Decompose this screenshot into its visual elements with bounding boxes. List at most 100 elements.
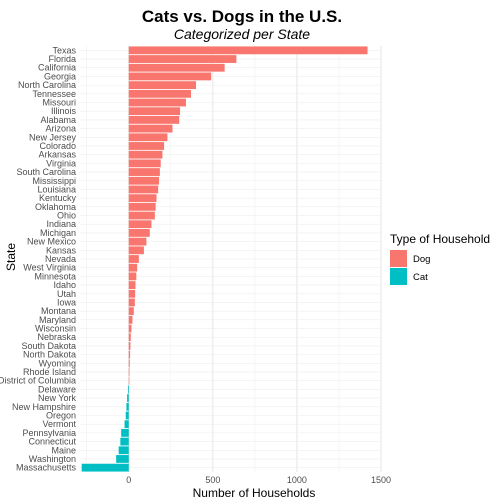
- y-tick-label: Massachusetts: [16, 463, 77, 473]
- y-tick-label: New York: [38, 393, 77, 403]
- bar-indiana: [128, 220, 152, 229]
- y-tick-label: Minnesota: [34, 271, 76, 281]
- bar-massachusetts: [81, 463, 129, 472]
- y-tick-label: Kentucky: [39, 193, 77, 203]
- y-tick-label: Maine: [51, 445, 76, 455]
- bar-montana: [128, 307, 134, 316]
- bar-new-hampshire: [126, 402, 129, 411]
- x-tick-label: 1500: [371, 475, 391, 485]
- y-tick-label: Oregon: [46, 410, 76, 420]
- legend-entries: Dog Cat: [390, 250, 430, 285]
- y-tick-label: North Dakota: [23, 350, 76, 360]
- bar-nebraska: [128, 333, 131, 342]
- y-tick-label: Delaware: [38, 384, 76, 394]
- bar-georgia: [128, 72, 212, 81]
- bar-new-york: [127, 394, 129, 403]
- bar-wyoming: [128, 359, 130, 368]
- bar-washington: [116, 455, 129, 463]
- legend-label-cat: Cat: [413, 272, 428, 283]
- y-tick-label: New Jersey: [29, 132, 77, 142]
- y-tick-label: Georgia: [44, 71, 76, 81]
- bar-texas: [128, 46, 368, 55]
- y-tick-label: Indiana: [46, 219, 76, 229]
- bar-missouri: [128, 98, 186, 107]
- legend-swatch-dog: [390, 250, 407, 267]
- bar-colorado: [128, 142, 165, 150]
- y-tick-label: Louisiana: [37, 184, 76, 194]
- bar-north-carolina: [128, 81, 197, 90]
- x-tick-label: 500: [205, 475, 220, 485]
- y-tick-label: Montana: [41, 306, 76, 316]
- bar-nevada: [128, 255, 139, 263]
- y-tick-label: Oklahoma: [35, 202, 76, 212]
- bar-ohio: [128, 211, 155, 220]
- bar-utah: [128, 289, 136, 298]
- y-tick-label: New Mexico: [27, 237, 76, 247]
- y-tick-label: Missouri: [42, 98, 76, 108]
- bar-wisconsin: [128, 324, 132, 333]
- y-tick-label: Texas: [52, 45, 76, 55]
- y-tick-label: South Carolina: [16, 167, 76, 177]
- bar-pennsylvania: [121, 428, 129, 437]
- bar-kansas: [128, 246, 144, 255]
- bar-rhode-island: [128, 368, 130, 376]
- y-tick-label: Florida: [48, 54, 76, 64]
- y-tick-label: Tennessee: [32, 89, 76, 99]
- y-tick-label: South Dakota: [21, 341, 76, 351]
- y-tick-label: Vermont: [42, 419, 76, 429]
- y-tick-label: Rhode Island: [23, 367, 76, 377]
- y-tick-label: Idaho: [53, 280, 76, 290]
- y-tick-label: Michigan: [40, 228, 76, 238]
- y-tick-label: Maryland: [39, 315, 76, 325]
- y-tick-label: Illinois: [51, 106, 77, 116]
- bar-iowa: [128, 298, 135, 307]
- bar-kentucky: [128, 194, 157, 203]
- bar-oregon: [125, 411, 129, 420]
- bar-minnesota: [128, 272, 137, 281]
- bar-oklahoma: [128, 202, 156, 211]
- x-tick-labels: 0 500 1000 1500: [126, 475, 391, 485]
- legend-swatch-cat: [390, 268, 407, 285]
- legend-label-dog: Dog: [413, 254, 430, 265]
- bar-connecticut: [120, 437, 129, 446]
- y-tick-label: Wisconsin: [35, 324, 76, 334]
- y-axis-label: State: [4, 243, 18, 271]
- y-tick-label: Arkansas: [38, 150, 76, 160]
- bar-district-of-columbia: [128, 376, 130, 385]
- bar-california: [128, 63, 225, 72]
- y-tick-label: Washington: [29, 454, 76, 464]
- bar-new-mexico: [128, 237, 147, 246]
- y-tick-label: Alabama: [40, 115, 76, 125]
- bar-arizona: [128, 124, 173, 133]
- legend: Type of Household Dog Cat: [390, 232, 490, 285]
- legend-title: Type of Household: [390, 232, 490, 246]
- y-tick-label: District of Columbia: [0, 376, 76, 386]
- y-tick-label: Kansas: [46, 245, 77, 255]
- bar-virginia: [128, 159, 161, 168]
- x-axis-label: Number of Households: [193, 486, 316, 500]
- y-tick-label: Utah: [57, 289, 76, 299]
- bar-vermont: [124, 420, 129, 429]
- y-tick-label: North Carolina: [18, 80, 76, 90]
- bar-maryland: [128, 315, 133, 324]
- bar-florida: [128, 55, 237, 63]
- bar-tennessee: [128, 89, 191, 98]
- bar-north-dakota: [128, 350, 131, 359]
- y-tick-label: Nebraska: [37, 332, 76, 342]
- y-tick-label: Connecticut: [28, 437, 76, 447]
- y-tick-label: Colorado: [39, 141, 76, 151]
- y-tick-label: Iowa: [57, 297, 76, 307]
- bars: [81, 46, 368, 472]
- chart-subtitle: Categorized per State: [174, 26, 310, 42]
- y-tick-label: Pennsylvania: [22, 428, 76, 438]
- bar-arkansas: [128, 150, 163, 159]
- bar-alabama: [128, 115, 180, 124]
- bar-delaware: [127, 385, 129, 394]
- y-tick-label: California: [38, 63, 76, 73]
- bar-south-dakota: [128, 342, 131, 350]
- bar-illinois: [128, 107, 181, 116]
- y-tick-label: Ohio: [57, 211, 76, 221]
